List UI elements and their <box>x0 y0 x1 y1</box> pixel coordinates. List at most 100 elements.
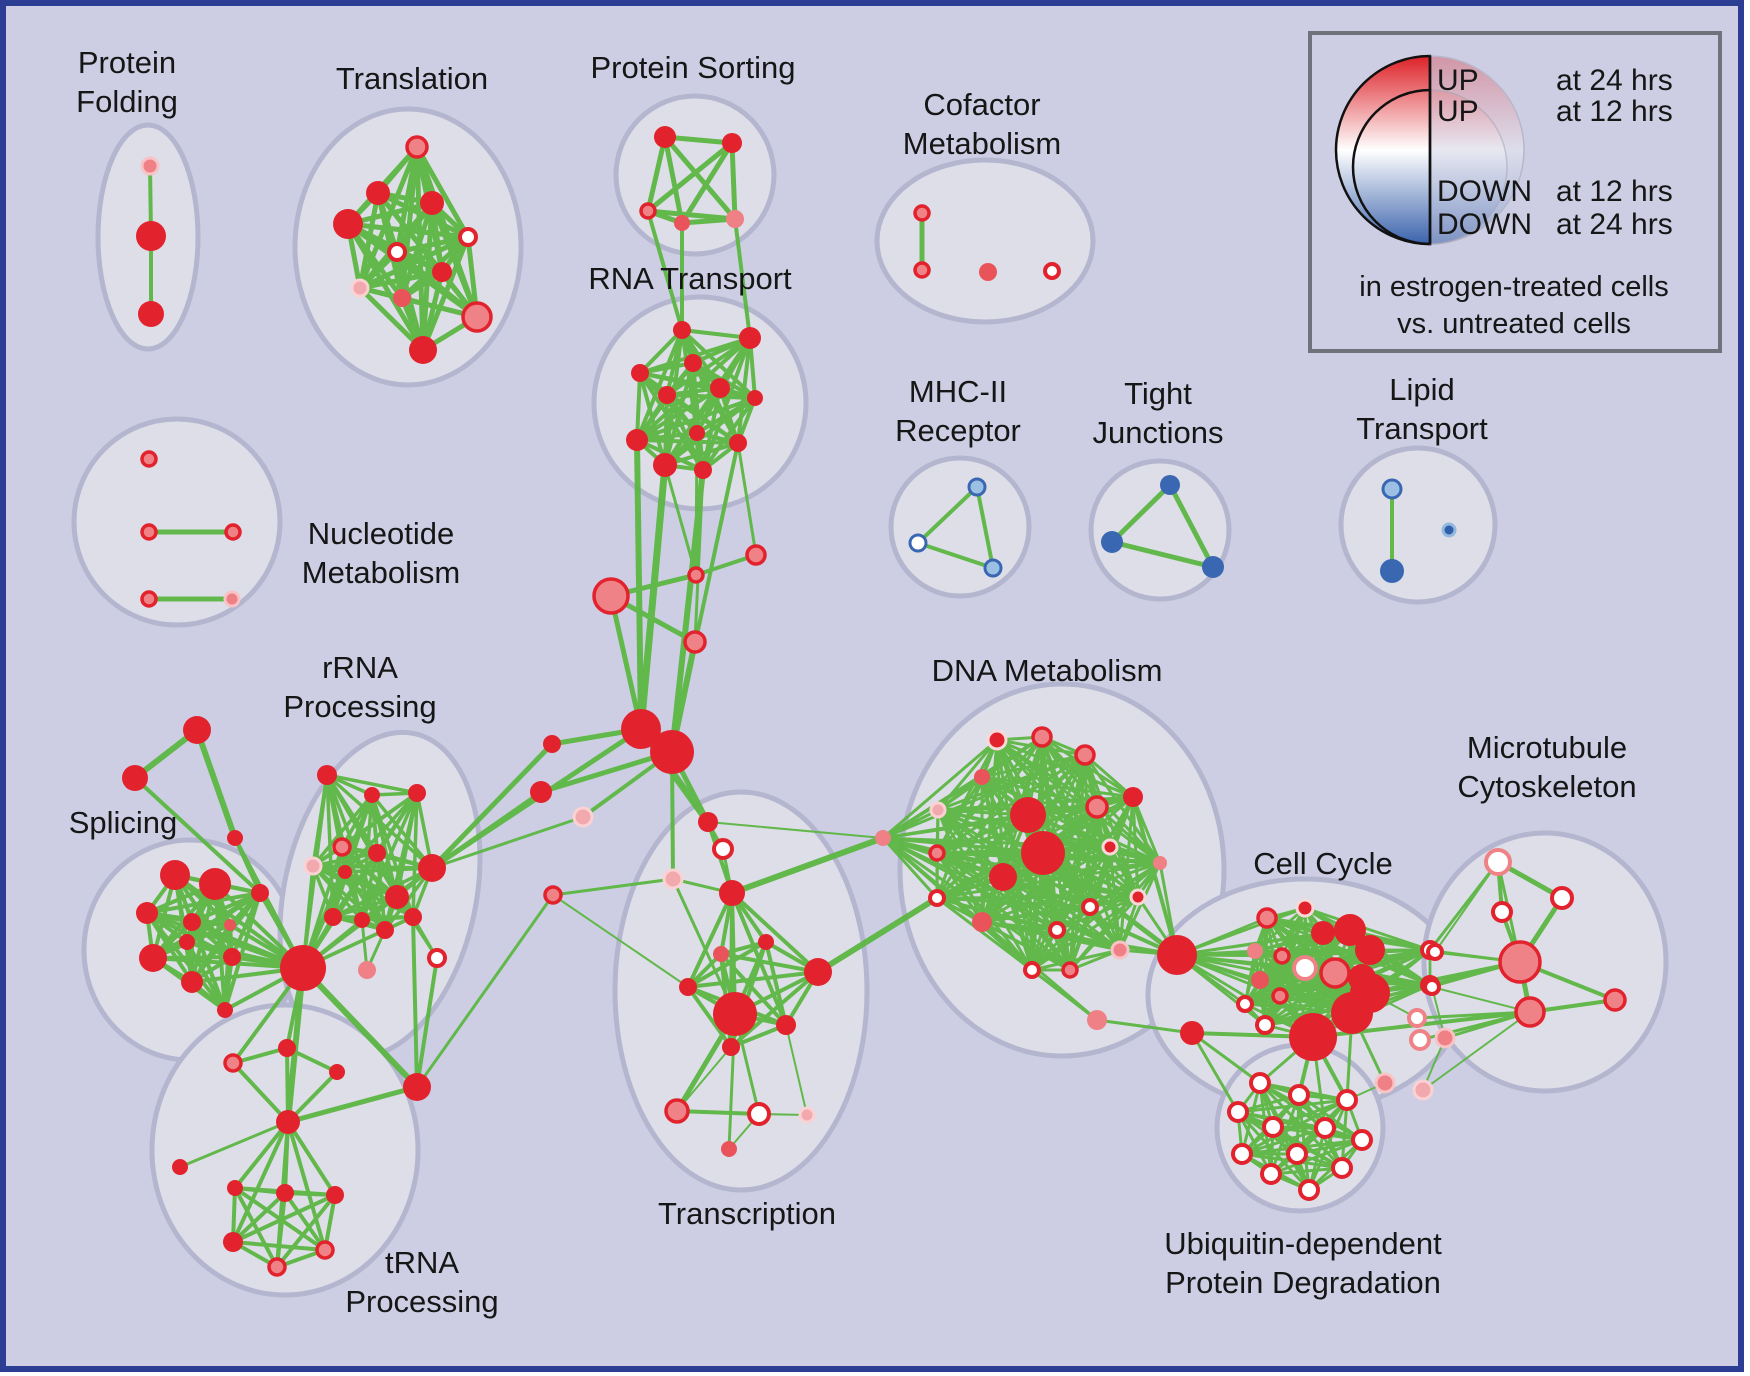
node-tn6[interactable] <box>227 1180 243 1196</box>
node-ub4[interactable] <box>1227 1101 1249 1123</box>
node-tr1[interactable] <box>183 716 211 744</box>
node-dm16[interactable] <box>972 912 992 932</box>
node-bg1[interactable] <box>280 945 326 991</box>
node-rr2[interactable] <box>364 787 380 803</box>
node-ub1[interactable] <box>1249 1072 1271 1094</box>
node-pp1[interactable] <box>1374 1072 1396 1094</box>
node-tx16[interactable] <box>721 1141 737 1157</box>
node-tn2[interactable] <box>278 1039 296 1057</box>
node-rt9[interactable] <box>626 429 648 451</box>
node-ub6[interactable] <box>1314 1117 1336 1139</box>
node-tx3[interactable] <box>662 868 684 890</box>
node-cc12[interactable] <box>1271 987 1289 1005</box>
node-pf1[interactable] <box>140 156 160 176</box>
node-cc3[interactable] <box>1311 921 1335 945</box>
node-sp11[interactable] <box>181 971 203 993</box>
node-dm3[interactable] <box>1074 744 1096 766</box>
node-nm1[interactable] <box>140 450 158 468</box>
node-rr7[interactable] <box>338 865 352 879</box>
node-hb2[interactable] <box>650 730 694 774</box>
node-mt7[interactable] <box>1514 996 1546 1028</box>
node-nm2[interactable] <box>140 523 158 541</box>
node-ps1[interactable] <box>654 126 676 148</box>
node-tn3[interactable] <box>329 1064 345 1080</box>
node-dm9[interactable] <box>1021 831 1065 875</box>
node-tx10[interactable] <box>713 992 757 1036</box>
node-dm22[interactable] <box>1061 961 1079 979</box>
node-cc11[interactable] <box>1251 971 1269 989</box>
node-rr15[interactable] <box>358 961 376 979</box>
node-tj2[interactable] <box>1101 531 1123 553</box>
node-cf2[interactable] <box>913 261 931 279</box>
node-dm1[interactable] <box>986 729 1008 751</box>
node-dm18[interactable] <box>1081 898 1099 916</box>
node-ub3[interactable] <box>1336 1089 1358 1111</box>
node-ub10[interactable] <box>1331 1157 1353 1179</box>
node-nm3[interactable] <box>224 523 242 541</box>
node-dm5[interactable] <box>929 801 947 819</box>
node-md1[interactable] <box>687 566 705 584</box>
node-mh1[interactable] <box>967 477 987 497</box>
node-cc19[interactable] <box>1180 1021 1204 1045</box>
node-rr9[interactable] <box>385 885 409 909</box>
node-tj3[interactable] <box>1202 556 1224 578</box>
node-cf1[interactable] <box>913 204 931 222</box>
node-cf4[interactable] <box>1043 262 1061 280</box>
node-pf3[interactable] <box>138 301 164 327</box>
node-tl3[interactable] <box>420 191 444 215</box>
node-lf3[interactable] <box>572 806 594 828</box>
node-cc13[interactable] <box>1236 995 1254 1013</box>
node-tl6[interactable] <box>387 242 407 262</box>
node-nm5[interactable] <box>223 590 241 608</box>
node-md3[interactable] <box>592 577 630 615</box>
node-ps5[interactable] <box>726 210 744 228</box>
node-tn7[interactable] <box>276 1184 294 1202</box>
node-cc8[interactable] <box>1292 955 1318 981</box>
node-cc2[interactable] <box>1295 898 1315 918</box>
node-bg2[interactable] <box>403 1073 431 1101</box>
node-ub9[interactable] <box>1286 1143 1308 1165</box>
node-nm4[interactable] <box>140 590 158 608</box>
node-rt4[interactable] <box>631 364 649 382</box>
node-sp7[interactable] <box>139 944 167 972</box>
node-rr5[interactable] <box>303 856 323 876</box>
node-rr8[interactable] <box>418 854 446 882</box>
node-tn5[interactable] <box>172 1159 188 1175</box>
node-lf1[interactable] <box>543 735 561 753</box>
node-tl7[interactable] <box>432 262 452 282</box>
node-cc6[interactable] <box>1247 943 1263 959</box>
node-dm19[interactable] <box>1048 921 1066 939</box>
node-mt6[interactable] <box>1423 978 1441 996</box>
node-sp4[interactable] <box>183 913 201 931</box>
node-ub8[interactable] <box>1231 1143 1253 1165</box>
node-mt1[interactable] <box>1484 848 1512 876</box>
node-rt11[interactable] <box>653 453 677 477</box>
node-wb3[interactable] <box>1407 1008 1427 1028</box>
node-rr14[interactable] <box>427 948 447 968</box>
node-mt4[interactable] <box>1498 940 1542 984</box>
node-tl4[interactable] <box>333 209 363 239</box>
node-tl10[interactable] <box>461 301 493 333</box>
node-ps4[interactable] <box>674 215 690 231</box>
node-ub5[interactable] <box>1262 1116 1284 1138</box>
node-mh3[interactable] <box>983 558 1003 578</box>
node-dm8[interactable] <box>1010 797 1046 833</box>
node-ub11[interactable] <box>1260 1163 1282 1185</box>
node-tx5[interactable] <box>543 885 563 905</box>
node-rr1[interactable] <box>317 765 337 785</box>
node-lp3[interactable] <box>1441 522 1457 538</box>
node-tl11[interactable] <box>409 336 437 364</box>
node-lf2[interactable] <box>530 781 552 803</box>
node-sp8[interactable] <box>223 948 241 966</box>
node-rr13[interactable] <box>404 908 422 926</box>
node-cc7[interactable] <box>1273 947 1291 965</box>
node-sp6[interactable] <box>179 934 195 950</box>
node-ps2[interactable] <box>722 133 742 153</box>
node-mt3[interactable] <box>1491 901 1513 923</box>
node-cc4[interactable] <box>1334 914 1366 946</box>
node-cc20[interactable] <box>1087 1010 1107 1030</box>
node-rt2[interactable] <box>739 327 761 349</box>
node-tl9[interactable] <box>393 289 411 307</box>
node-cc10[interactable] <box>1348 964 1376 992</box>
node-tn4[interactable] <box>276 1110 300 1134</box>
